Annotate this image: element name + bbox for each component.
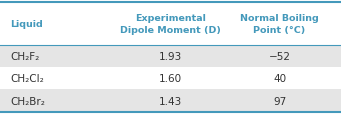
Text: CH₂F₂: CH₂F₂: [10, 52, 40, 62]
Bar: [0, 46, 341, 68]
Text: CH₂Br₂: CH₂Br₂: [10, 96, 45, 106]
Text: Experimental
Dipole Moment (D): Experimental Dipole Moment (D): [120, 14, 221, 35]
Text: 1.60: 1.60: [159, 74, 182, 84]
Text: Liquid: Liquid: [10, 20, 43, 29]
Text: CH₂Cl₂: CH₂Cl₂: [10, 74, 44, 84]
Text: 40: 40: [273, 74, 286, 84]
Text: 97: 97: [273, 96, 286, 106]
Text: Normal Boiling
Point (°C): Normal Boiling Point (°C): [240, 14, 319, 35]
Text: −52: −52: [269, 52, 291, 62]
Text: 1.43: 1.43: [159, 96, 182, 106]
Text: 1.93: 1.93: [159, 52, 182, 62]
Bar: [0, 90, 341, 112]
